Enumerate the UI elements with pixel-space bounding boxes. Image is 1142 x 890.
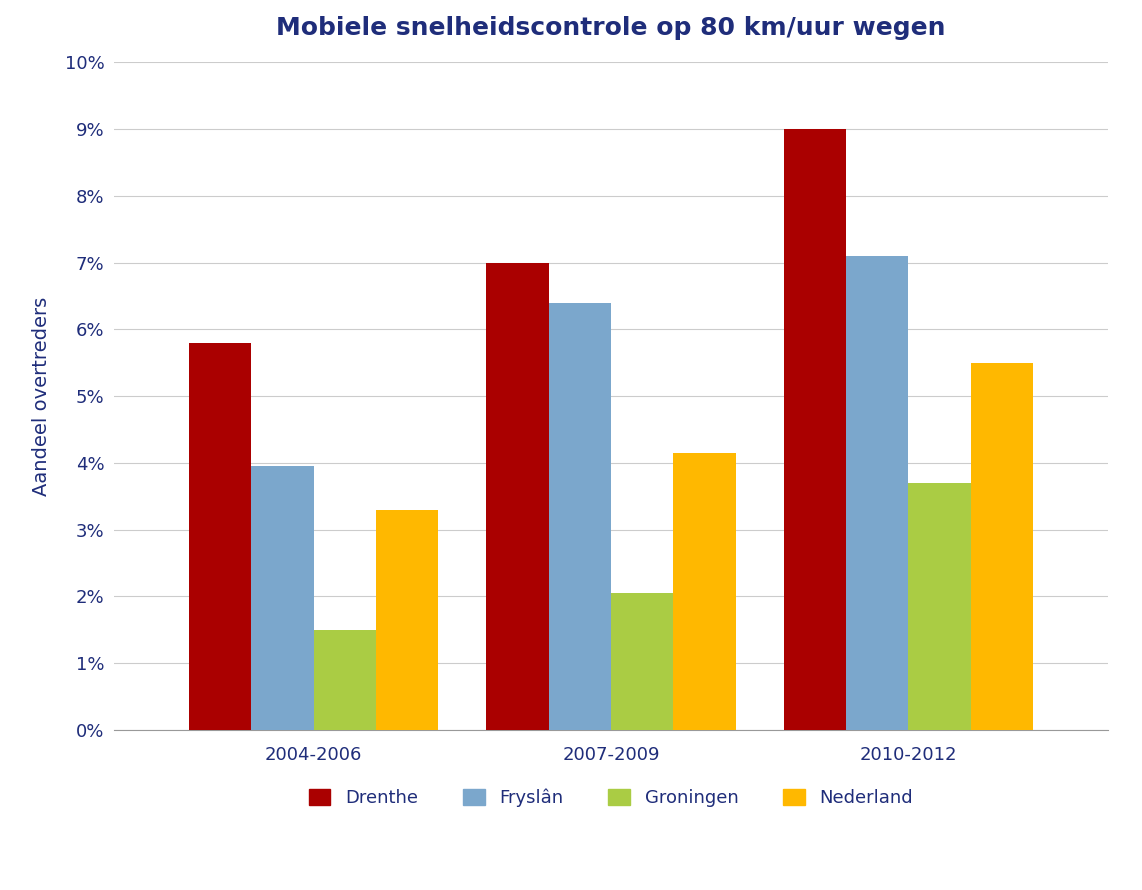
Bar [611,593,674,730]
Bar [251,466,314,730]
Bar [548,303,611,730]
Bar [971,362,1034,730]
Legend: Drenthe, Fryslân, Groningen, Nederland: Drenthe, Fryslân, Groningen, Nederland [301,781,920,814]
Bar [908,482,971,730]
Bar [314,629,376,730]
Title: Mobiele snelheidscontrole op 80 km/uur wegen: Mobiele snelheidscontrole op 80 km/uur w… [276,15,946,39]
Bar [674,453,735,730]
Bar [486,263,548,730]
Bar [188,343,251,730]
Bar [376,509,439,730]
Y-axis label: Aandeel overtreders: Aandeel overtreders [32,296,51,496]
Bar [783,129,846,730]
Bar [846,256,908,730]
